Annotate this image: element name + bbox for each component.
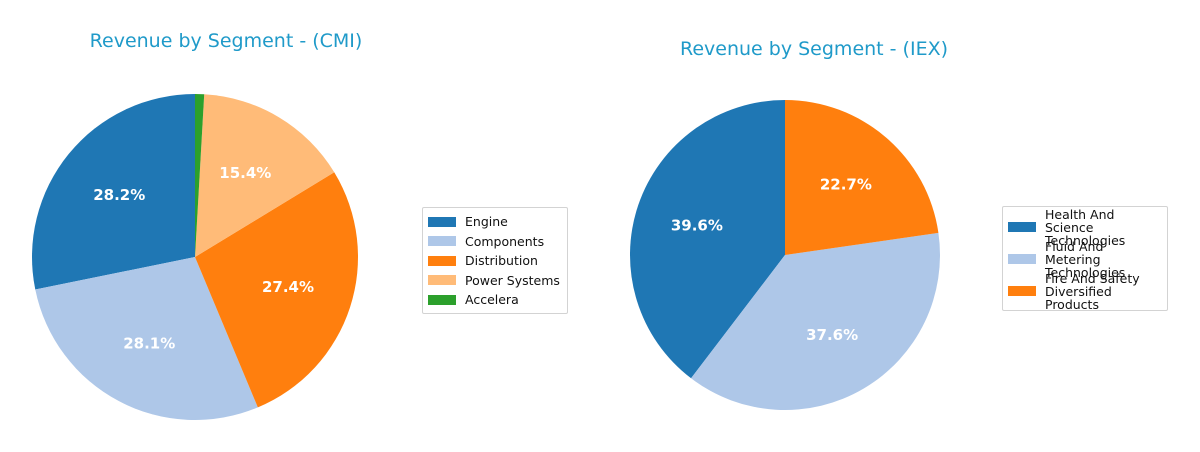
slice-percent-label: 22.7% bbox=[820, 176, 872, 194]
legend-item: Components bbox=[428, 232, 560, 252]
legend-swatch bbox=[428, 236, 456, 247]
legend-item: Engine bbox=[428, 212, 560, 232]
pie-slice bbox=[195, 94, 335, 257]
pie-slice bbox=[35, 257, 258, 420]
legend-label: Fire And Safety Diversified Products bbox=[1045, 270, 1140, 312]
chart-title: Revenue by Segment - (CMI) bbox=[89, 30, 363, 52]
pie-slice bbox=[691, 232, 940, 410]
legend-label: Distribution bbox=[465, 253, 538, 269]
legend-swatch bbox=[1008, 286, 1036, 296]
pie-chart-cmi: 28.2% 28.1% 27.4% 15.4% bbox=[32, 94, 358, 420]
slice-percent-label: 37.6% bbox=[806, 326, 858, 344]
pie-slice bbox=[195, 172, 358, 408]
pie-slice bbox=[785, 100, 939, 255]
legend-swatch bbox=[428, 294, 456, 305]
legend-label: Engine bbox=[465, 214, 508, 230]
legend-cmi: Engine Components Distribution Power System… bbox=[422, 207, 568, 314]
legend-item: Fluid And Metering Technologies bbox=[1008, 240, 1160, 279]
slice-percent-label: 15.4% bbox=[219, 164, 271, 182]
legend-item: Distribution bbox=[428, 251, 560, 271]
slice-percent-label: 27.4% bbox=[262, 278, 314, 296]
pie-slice bbox=[32, 94, 195, 290]
legend-label: Accelera bbox=[465, 292, 519, 308]
pie-chart-iex: 39.6% 37.6% 22.7% bbox=[630, 100, 940, 410]
legend-iex: Health And Science Technologies Fluid And … bbox=[1002, 206, 1168, 311]
legend-swatch bbox=[428, 275, 456, 286]
legend-label: Power Systems bbox=[465, 272, 560, 288]
pie-slice bbox=[630, 100, 785, 379]
legend-item: Health And Science Technologies bbox=[1008, 208, 1160, 247]
legend-swatch bbox=[1008, 222, 1036, 232]
chart-panel-iex: Revenue by Segment - (IEX) 39.6% 37.6% 22.… bbox=[600, 0, 1200, 452]
chart-title: Revenue by Segment - (IEX) bbox=[679, 38, 949, 60]
slice-percent-label: 39.6% bbox=[671, 216, 723, 234]
slice-percent-label: 28.1% bbox=[123, 334, 175, 352]
legend-label: Health And Science Technologies bbox=[1045, 206, 1126, 248]
slice-percent-label: 28.2% bbox=[93, 186, 145, 204]
pie-slice bbox=[195, 94, 205, 257]
legend-item: Accelera bbox=[428, 290, 560, 310]
chart-panel-cmi: Revenue by Segment - (CMI) 28.2% 28.1% 27.… bbox=[32, 30, 568, 420]
legend-label: Fluid And Metering Technologies bbox=[1045, 238, 1126, 280]
legend-swatch bbox=[428, 216, 456, 227]
legend-label: Components bbox=[465, 233, 545, 249]
legend-item: Power Systems bbox=[428, 271, 560, 291]
legend-swatch bbox=[428, 255, 456, 266]
legend-swatch bbox=[1008, 254, 1036, 264]
legend-item: Fire And Safety Diversified Products bbox=[1008, 272, 1160, 311]
